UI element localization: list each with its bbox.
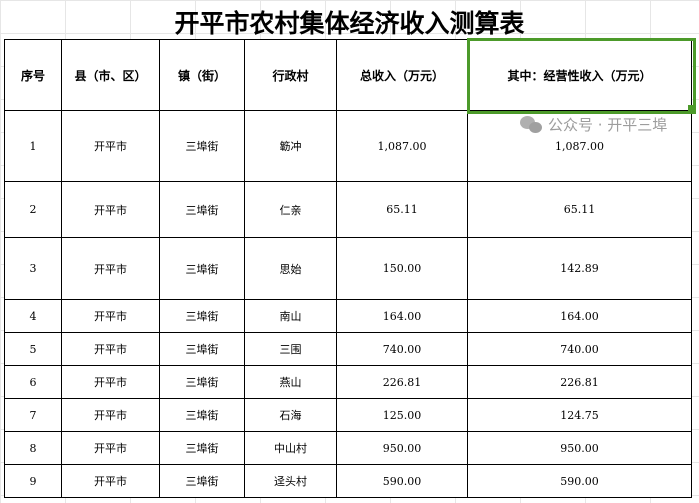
header-village[interactable]: 行政村 [244,39,337,111]
cell-county[interactable]: 开平市 [61,110,160,182]
cell-operating-income[interactable]: 740.00 [467,332,692,366]
cell-county[interactable]: 开平市 [61,332,160,366]
cell-index[interactable]: 6 [4,365,62,399]
cell-town[interactable]: 三埠街 [159,398,245,432]
header-total-income[interactable]: 总收入（万元） [336,39,468,111]
cell-total-income[interactable]: 1,087.00 [336,110,468,182]
cell-index[interactable]: 5 [4,332,62,366]
cell-operating-income[interactable]: 65.11 [467,181,692,238]
cell-index[interactable]: 3 [4,237,62,300]
cell-village[interactable]: 迳头村 [244,464,337,498]
cell-town[interactable]: 三埠街 [159,431,245,465]
cell-town[interactable]: 三埠街 [159,110,245,182]
cell-operating-income[interactable]: 142.89 [467,237,692,300]
cell-county[interactable]: 开平市 [61,464,160,498]
header-index[interactable]: 序号 [4,39,62,111]
cell-county[interactable]: 开平市 [61,181,160,238]
cell-index[interactable]: 7 [4,398,62,432]
cell-total-income[interactable]: 125.00 [336,398,468,432]
cell-village[interactable]: 中山村 [244,431,337,465]
cell-village[interactable]: 石海 [244,398,337,432]
table-row: 3 开平市 三埠街 思始 150.00 142.89 [4,237,692,300]
cell-village[interactable]: 仁亲 [244,181,337,238]
cell-village[interactable]: 三围 [244,332,337,366]
header-operating-income[interactable]: 其中：经营性收入（万元） [467,39,692,111]
cell-town[interactable]: 三埠街 [159,464,245,498]
cell-village[interactable]: 簕冲 [244,110,337,182]
cell-total-income[interactable]: 65.11 [336,181,468,238]
cell-town[interactable]: 三埠街 [159,181,245,238]
table-row: 5 开平市 三埠街 三围 740.00 740.00 [4,332,692,366]
cell-operating-income[interactable]: 226.81 [467,365,692,399]
table-row: 9 开平市 三埠街 迳头村 590.00 590.00 [4,464,692,498]
header-county[interactable]: 县（市、区） [61,39,160,111]
cell-index[interactable]: 8 [4,431,62,465]
watermark-text: 公众号 · 开平三埠 [548,116,668,134]
sheet-title[interactable]: 开平市农村集体经济收入测算表 [174,9,525,38]
cell-total-income[interactable]: 150.00 [336,237,468,300]
cell-index[interactable]: 4 [4,299,62,333]
table-row: 6 开平市 三埠街 燕山 226.81 226.81 [4,365,692,399]
cell-total-income[interactable]: 590.00 [336,464,468,498]
cell-operating-income[interactable]: 164.00 [467,299,692,333]
cell-operating-income[interactable]: 590.00 [467,464,692,498]
cell-county[interactable]: 开平市 [61,299,160,333]
table-row: 7 开平市 三埠街 石海 125.00 124.75 [4,398,692,432]
cell-county[interactable]: 开平市 [61,431,160,465]
header-town[interactable]: 镇（街） [159,39,245,111]
table-row: 1 开平市 三埠街 簕冲 1,087.00 1,087.00 [4,110,692,182]
cell-town[interactable]: 三埠街 [159,299,245,333]
cell-total-income[interactable]: 950.00 [336,431,468,465]
cell-village[interactable]: 南山 [244,299,337,333]
watermark: 公众号 · 开平三埠 [520,114,667,135]
cell-village[interactable]: 燕山 [244,365,337,399]
table-row: 4 开平市 三埠街 南山 164.00 164.00 [4,299,692,333]
fill-handle[interactable] [688,105,694,111]
cell-operating-income[interactable]: 124.75 [467,398,692,432]
income-table: 序号 县（市、区） 镇（街） 行政村 总收入（万元） 其中：经营性收入（万元） … [4,39,692,498]
cell-operating-income[interactable]: 950.00 [467,431,692,465]
cell-town[interactable]: 三埠街 [159,332,245,366]
cell-index[interactable]: 9 [4,464,62,498]
cell-village[interactable]: 思始 [244,237,337,300]
cell-town[interactable]: 三埠街 [159,237,245,300]
wechat-icon [520,115,544,134]
cell-county[interactable]: 开平市 [61,365,160,399]
cell-county[interactable]: 开平市 [61,237,160,300]
cell-total-income[interactable]: 740.00 [336,332,468,366]
cell-county[interactable]: 开平市 [61,398,160,432]
cell-index[interactable]: 1 [4,110,62,182]
table-row: 8 开平市 三埠街 中山村 950.00 950.00 [4,431,692,465]
table-row: 2 开平市 三埠街 仁亲 65.11 65.11 [4,181,692,238]
cell-total-income[interactable]: 226.81 [336,365,468,399]
cell-total-income[interactable]: 164.00 [336,299,468,333]
cell-town[interactable]: 三埠街 [159,365,245,399]
cell-index[interactable]: 2 [4,181,62,238]
